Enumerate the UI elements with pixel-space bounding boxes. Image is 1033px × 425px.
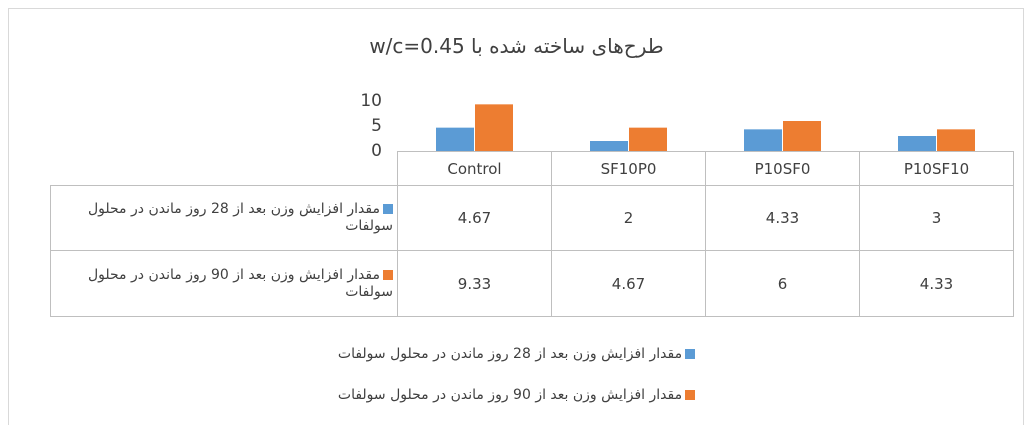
bar	[937, 129, 975, 151]
table-value: 4.67	[551, 250, 706, 317]
table-key: مقدار افزایش وزن بعد از 90 روز ماندن در …	[50, 250, 398, 317]
table-value: 2	[551, 185, 706, 251]
bar	[783, 121, 821, 151]
table-value: 4.33	[859, 250, 1014, 317]
table-value: 4.33	[705, 185, 860, 251]
category-cell: SF10P0	[551, 151, 706, 186]
table-series-name: مقدار افزایش وزن بعد از 28 روز ماندن در …	[87, 201, 393, 234]
y-tick-label: 0	[371, 141, 382, 161]
legend-swatch	[685, 349, 696, 359]
legend-item: مقدار افزایش وزن بعد از 28 روز ماندن در …	[0, 343, 1033, 365]
bar	[475, 104, 513, 151]
legend-label: مقدار افزایش وزن بعد از 28 روز ماندن در …	[337, 346, 683, 362]
bar	[744, 129, 782, 151]
bar	[590, 141, 628, 151]
bar	[436, 127, 474, 151]
table-value: 4.67	[397, 185, 552, 251]
table-key: مقدار افزایش وزن بعد از 28 روز ماندن در …	[50, 185, 398, 251]
category-cell: P10SF0	[705, 151, 860, 186]
chart-title: طرح‌های ساخته شده با w/c=0.45	[369, 34, 664, 58]
table-series-name: مقدار افزایش وزن بعد از 90 روز ماندن در …	[87, 266, 393, 300]
chart-frame	[8, 8, 1024, 425]
table-value: 6	[705, 250, 860, 317]
key-wrap: مقدار افزایش وزن بعد از 90 روز ماندن در …	[55, 267, 393, 301]
legend-swatch	[685, 390, 696, 400]
table-value: 3	[859, 185, 1014, 251]
category-cell: Control	[397, 151, 552, 186]
legend-label: مقدار افزایش وزن بعد از 90 روز ماندن در …	[337, 387, 683, 403]
legend-swatch	[383, 269, 393, 280]
legend-item: مقدار افزایش وزن بعد از 90 روز ماندن در …	[0, 384, 1033, 406]
key-wrap: مقدار افزایش وزن بعد از 28 روز ماندن در …	[55, 201, 393, 235]
y-tick-label: 10	[360, 91, 382, 111]
legend-swatch	[383, 204, 393, 214]
category-cell: P10SF10	[859, 151, 1014, 186]
y-tick-label: 5	[371, 116, 382, 136]
bar	[629, 127, 667, 151]
bar	[898, 136, 936, 151]
table-value: 9.33	[397, 250, 552, 317]
